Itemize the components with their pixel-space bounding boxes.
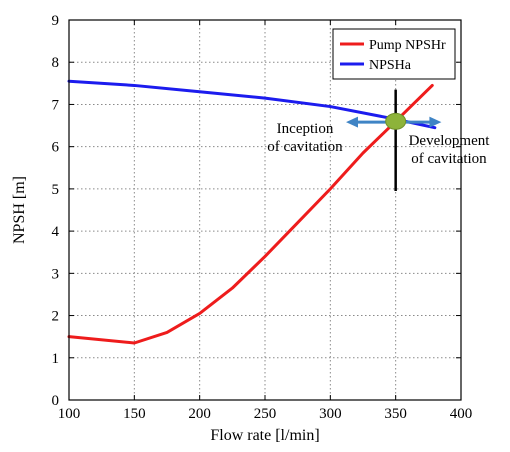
x-tick-label: 400 — [450, 406, 473, 422]
x-tick-label: 250 — [254, 406, 277, 422]
y-tick-label: 9 — [52, 13, 60, 29]
y-tick-label: 0 — [52, 393, 60, 409]
y-tick-label: 8 — [52, 55, 60, 71]
x-tick-label: 350 — [384, 406, 407, 422]
legend: Pump NPSHr NPSHa — [332, 28, 456, 80]
legend-label: NPSHa — [369, 58, 412, 73]
x-axis-label: Flow rate [l/min] — [210, 427, 319, 444]
annotation-line: Development — [409, 133, 491, 149]
annotation-development: Development of cavitation — [409, 133, 491, 167]
y-tick-label: 2 — [52, 309, 60, 325]
y-tick-label: 5 — [52, 182, 60, 198]
x-tick-label: 100 — [58, 406, 81, 422]
legend-box — [332, 28, 456, 80]
y-tick-label: 1 — [52, 351, 60, 367]
y-tick-label: 6 — [52, 140, 60, 156]
y-tick-label: 7 — [52, 97, 60, 113]
y-axis-label: NPSH [m] — [11, 176, 28, 244]
arrow-right-head — [429, 116, 442, 128]
annotations: Inception of cavitation Development of cavi… — [267, 121, 490, 167]
annotation-line: of cavitation — [411, 151, 487, 167]
operating-point-markers — [346, 89, 442, 191]
x-tick-label: 200 — [188, 406, 211, 422]
y-tick-label: 3 — [52, 266, 60, 282]
annotation-line: of cavitation — [267, 139, 343, 155]
legend-label: Pump NPSHr — [369, 38, 446, 53]
operating-point — [385, 112, 407, 130]
annotation-line: Inception — [277, 121, 334, 137]
y-tick-label: 4 — [52, 224, 60, 240]
series-layer — [67, 79, 437, 345]
x-tick-label: 300 — [319, 406, 342, 422]
grid — [69, 20, 461, 400]
arrow-left-head — [346, 116, 359, 128]
x-tick-label: 150 — [123, 406, 146, 422]
series-line-pump-npshr — [67, 83, 434, 345]
annotation-inception: Inception of cavitation — [267, 121, 343, 155]
ticks: 100 150 200 250 300 350 400 0 1 2 3 4 5 6 7 8 9 — [52, 13, 473, 422]
